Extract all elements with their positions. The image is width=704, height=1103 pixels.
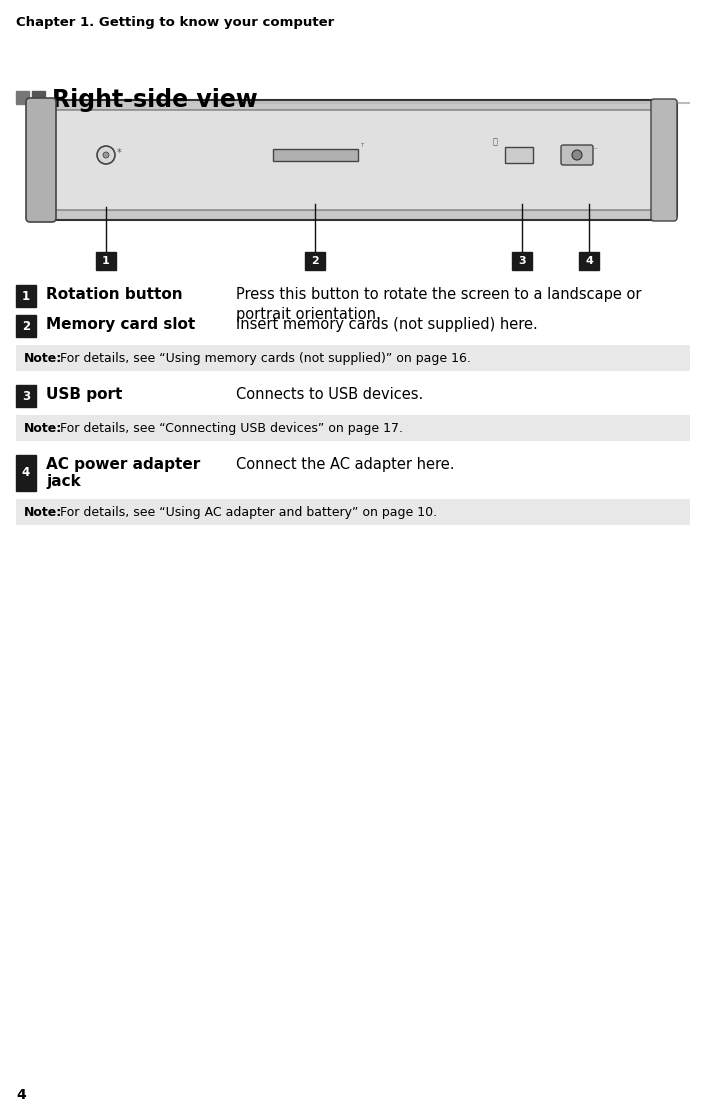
Text: 3: 3: [518, 256, 526, 266]
Text: Rotation button: Rotation button: [46, 287, 182, 302]
Bar: [512, 251, 532, 270]
FancyBboxPatch shape: [28, 100, 677, 219]
Text: 3: 3: [22, 389, 30, 403]
Text: Note:: Note:: [24, 352, 62, 365]
Bar: [16, 456, 36, 491]
Bar: [16, 385, 36, 407]
Text: For details, see “Using memory cards (not supplied)” on page 16.: For details, see “Using memory cards (no…: [60, 352, 471, 365]
Text: 2: 2: [22, 320, 30, 332]
Text: Note:: Note:: [24, 422, 62, 435]
Text: AC power adapter
jack: AC power adapter jack: [46, 457, 200, 490]
Bar: [16, 315, 36, 338]
Text: 1: 1: [22, 289, 30, 302]
Text: ⭢: ⭢: [493, 137, 498, 146]
Bar: [579, 251, 599, 270]
FancyBboxPatch shape: [561, 144, 593, 165]
Text: Memory card slot: Memory card slot: [46, 317, 195, 332]
FancyBboxPatch shape: [26, 98, 56, 222]
Circle shape: [103, 152, 109, 158]
Bar: [505, 147, 533, 163]
Circle shape: [572, 150, 582, 160]
Text: Insert memory cards (not supplied) here.: Insert memory cards (not supplied) here.: [236, 317, 538, 332]
Text: Connects to USB devices.: Connects to USB devices.: [236, 387, 423, 401]
Text: Note:: Note:: [24, 506, 62, 520]
Text: For details, see “Connecting USB devices” on page 17.: For details, see “Connecting USB devices…: [60, 422, 403, 435]
Bar: [16, 345, 690, 371]
Bar: [32, 90, 45, 104]
Text: Press this button to rotate the screen to a landscape or
portrait orientation.: Press this button to rotate the screen t…: [236, 287, 641, 322]
Bar: [16, 90, 29, 104]
Text: USB port: USB port: [46, 387, 122, 401]
Bar: [273, 149, 358, 161]
Bar: [16, 285, 36, 307]
Text: For details, see “Using AC adapter and battery” on page 10.: For details, see “Using AC adapter and b…: [60, 506, 437, 520]
Text: 4: 4: [16, 1088, 26, 1102]
Text: ---: ---: [593, 146, 599, 151]
FancyBboxPatch shape: [651, 99, 677, 221]
Text: Chapter 1. Getting to know your computer: Chapter 1. Getting to know your computer: [16, 17, 334, 29]
Text: 2: 2: [311, 256, 319, 266]
Bar: [16, 415, 690, 441]
Bar: [96, 251, 116, 270]
Text: T: T: [360, 143, 363, 148]
Text: *: *: [117, 148, 122, 158]
Text: Connect the AC adapter here.: Connect the AC adapter here.: [236, 457, 455, 472]
Bar: [16, 499, 690, 525]
Text: 1: 1: [102, 256, 110, 266]
FancyBboxPatch shape: [38, 110, 667, 210]
Text: 4: 4: [585, 256, 593, 266]
Bar: [305, 251, 325, 270]
Text: Right-side view: Right-side view: [52, 88, 258, 113]
Text: 4: 4: [22, 467, 30, 480]
Circle shape: [97, 146, 115, 164]
